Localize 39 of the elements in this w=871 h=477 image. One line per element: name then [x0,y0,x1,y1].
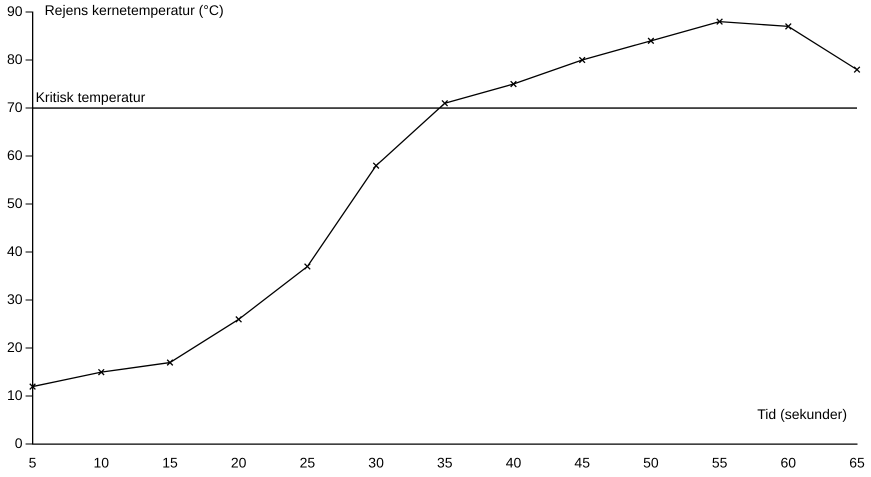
x-axis-title: Tid (sekunder) [757,406,847,422]
x-tick-label: 35 [436,454,453,470]
x-tick-label: 65 [849,454,865,470]
x-tick-label: 45 [574,454,590,470]
x-tick-label: 10 [93,454,110,470]
x-tick-label: 55 [712,454,728,470]
y-axis-title: Rejens kernetemperatur (°C) [44,2,224,18]
y-tick-label: 10 [6,387,23,404]
ref-line-label: Kritisk temperatur [36,88,146,105]
point [98,368,105,376]
point [166,359,174,366]
x-tick-label: 20 [230,454,247,470]
y-tick-label: 0 [14,435,23,452]
point [441,100,448,107]
y-tick-label: 40 [6,242,23,259]
x-tick-label: 30 [368,454,384,470]
x-tick-label: 25 [300,454,316,470]
point [784,22,792,30]
point [29,383,36,390]
point [304,263,311,270]
x-tick-label: 60 [780,454,796,470]
y-tick-label: 70 [6,98,23,115]
x-tick-label: 50 [643,454,659,470]
y-tick-label: 60 [6,146,23,163]
x-tick-label: 40 [506,454,522,470]
y-tick-label: 30 [6,290,23,307]
x-tick-label: 5 [28,454,37,470]
point [716,18,724,26]
point [854,66,860,74]
point [647,37,654,44]
point [578,56,586,64]
x-tick-label: 15 [162,454,178,470]
y-tick-label: 20 [6,339,23,356]
y-tick-label: 80 [6,50,23,67]
point [372,162,380,170]
y-tick-label: 50 [6,194,23,211]
y-tick-label: 90 [6,2,23,19]
point [235,316,242,323]
point [510,80,517,88]
